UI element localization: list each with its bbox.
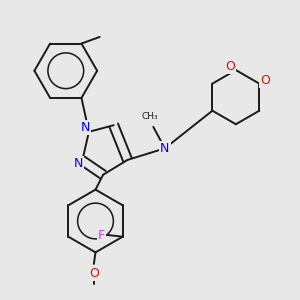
Text: N: N [74,158,83,170]
Text: CH₃: CH₃ [142,112,158,122]
Text: N: N [81,122,90,134]
Text: O: O [225,60,235,73]
Text: O: O [260,74,270,87]
Text: N: N [160,142,170,155]
Text: F: F [98,229,105,242]
Text: O: O [89,267,99,280]
